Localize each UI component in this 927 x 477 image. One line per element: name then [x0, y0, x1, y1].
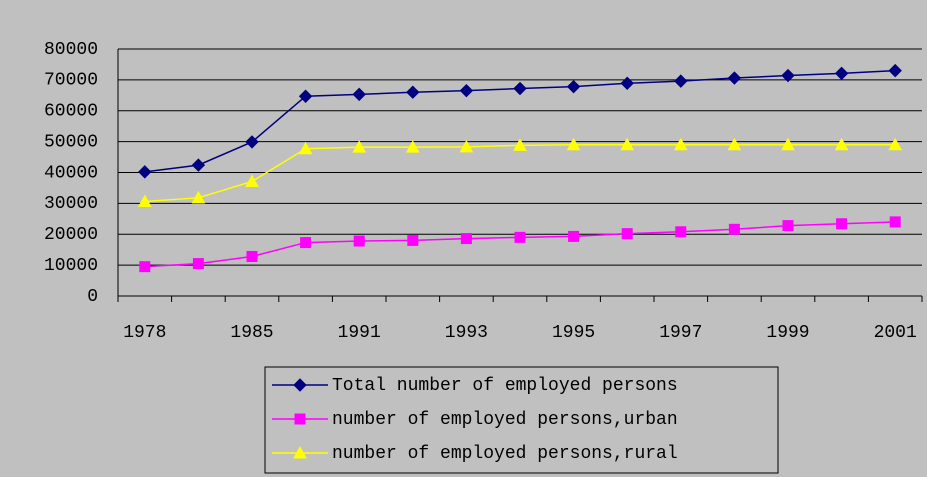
- marker: [675, 226, 687, 238]
- x-tick-label: 1995: [552, 323, 595, 343]
- marker: [137, 194, 152, 208]
- marker: [294, 413, 306, 425]
- marker: [836, 218, 848, 230]
- marker: [293, 445, 307, 459]
- marker: [300, 237, 312, 249]
- x-tick-label: 1997: [659, 323, 702, 343]
- marker: [889, 216, 901, 228]
- marker: [245, 135, 259, 149]
- marker: [405, 140, 420, 153]
- x-tick-label: 1985: [230, 323, 273, 343]
- x-tick-label: 2001: [874, 323, 917, 343]
- y-tick-label: 20000: [44, 225, 98, 245]
- marker: [352, 87, 366, 102]
- marker: [781, 68, 795, 83]
- marker: [138, 165, 152, 179]
- marker: [460, 233, 472, 245]
- marker: [728, 223, 740, 235]
- marker: [888, 63, 902, 78]
- marker: [352, 140, 367, 153]
- y-tick-label: 30000: [44, 194, 98, 214]
- marker: [673, 137, 688, 151]
- legend-box: [264, 366, 779, 474]
- marker: [513, 81, 527, 96]
- marker: [514, 231, 526, 243]
- marker: [191, 190, 206, 204]
- marker: [245, 174, 259, 187]
- marker: [620, 137, 635, 151]
- marker: [782, 220, 794, 232]
- legend-label: Total number of employed persons: [332, 376, 678, 396]
- marker: [888, 137, 903, 151]
- y-tick-label: 0: [87, 287, 98, 307]
- marker: [298, 141, 313, 155]
- marker: [459, 139, 474, 153]
- marker: [459, 83, 474, 98]
- x-tick-label: 1991: [338, 323, 381, 343]
- marker: [834, 66, 849, 81]
- marker: [621, 228, 633, 240]
- marker: [406, 85, 420, 99]
- y-tick-label: 70000: [44, 71, 98, 91]
- marker: [293, 378, 307, 392]
- marker: [407, 234, 419, 246]
- x-tick-label: 1993: [445, 323, 488, 343]
- marker: [781, 137, 795, 151]
- legend-label: number of employed persons,rural: [332, 444, 678, 464]
- y-tick-label: 80000: [44, 40, 98, 60]
- marker: [246, 250, 258, 262]
- marker: [566, 79, 581, 94]
- marker: [727, 71, 742, 85]
- marker: [834, 137, 849, 151]
- x-tick-label: 1999: [766, 323, 809, 343]
- y-tick-label: 60000: [44, 102, 98, 122]
- marker: [298, 89, 313, 103]
- marker: [353, 235, 365, 247]
- x-tick-label: 1978: [123, 323, 166, 343]
- marker: [568, 230, 580, 242]
- y-tick-label: 50000: [44, 132, 98, 152]
- marker: [674, 74, 688, 88]
- marker: [192, 258, 204, 270]
- marker: [566, 137, 581, 151]
- marker: [139, 261, 151, 273]
- marker: [191, 158, 206, 172]
- marker: [513, 138, 527, 151]
- y-tick-label: 10000: [44, 256, 98, 276]
- marker: [727, 137, 742, 151]
- y-tick-label: 40000: [44, 163, 98, 183]
- marker: [620, 76, 634, 90]
- legend-label: number of employed persons,urban: [332, 410, 678, 430]
